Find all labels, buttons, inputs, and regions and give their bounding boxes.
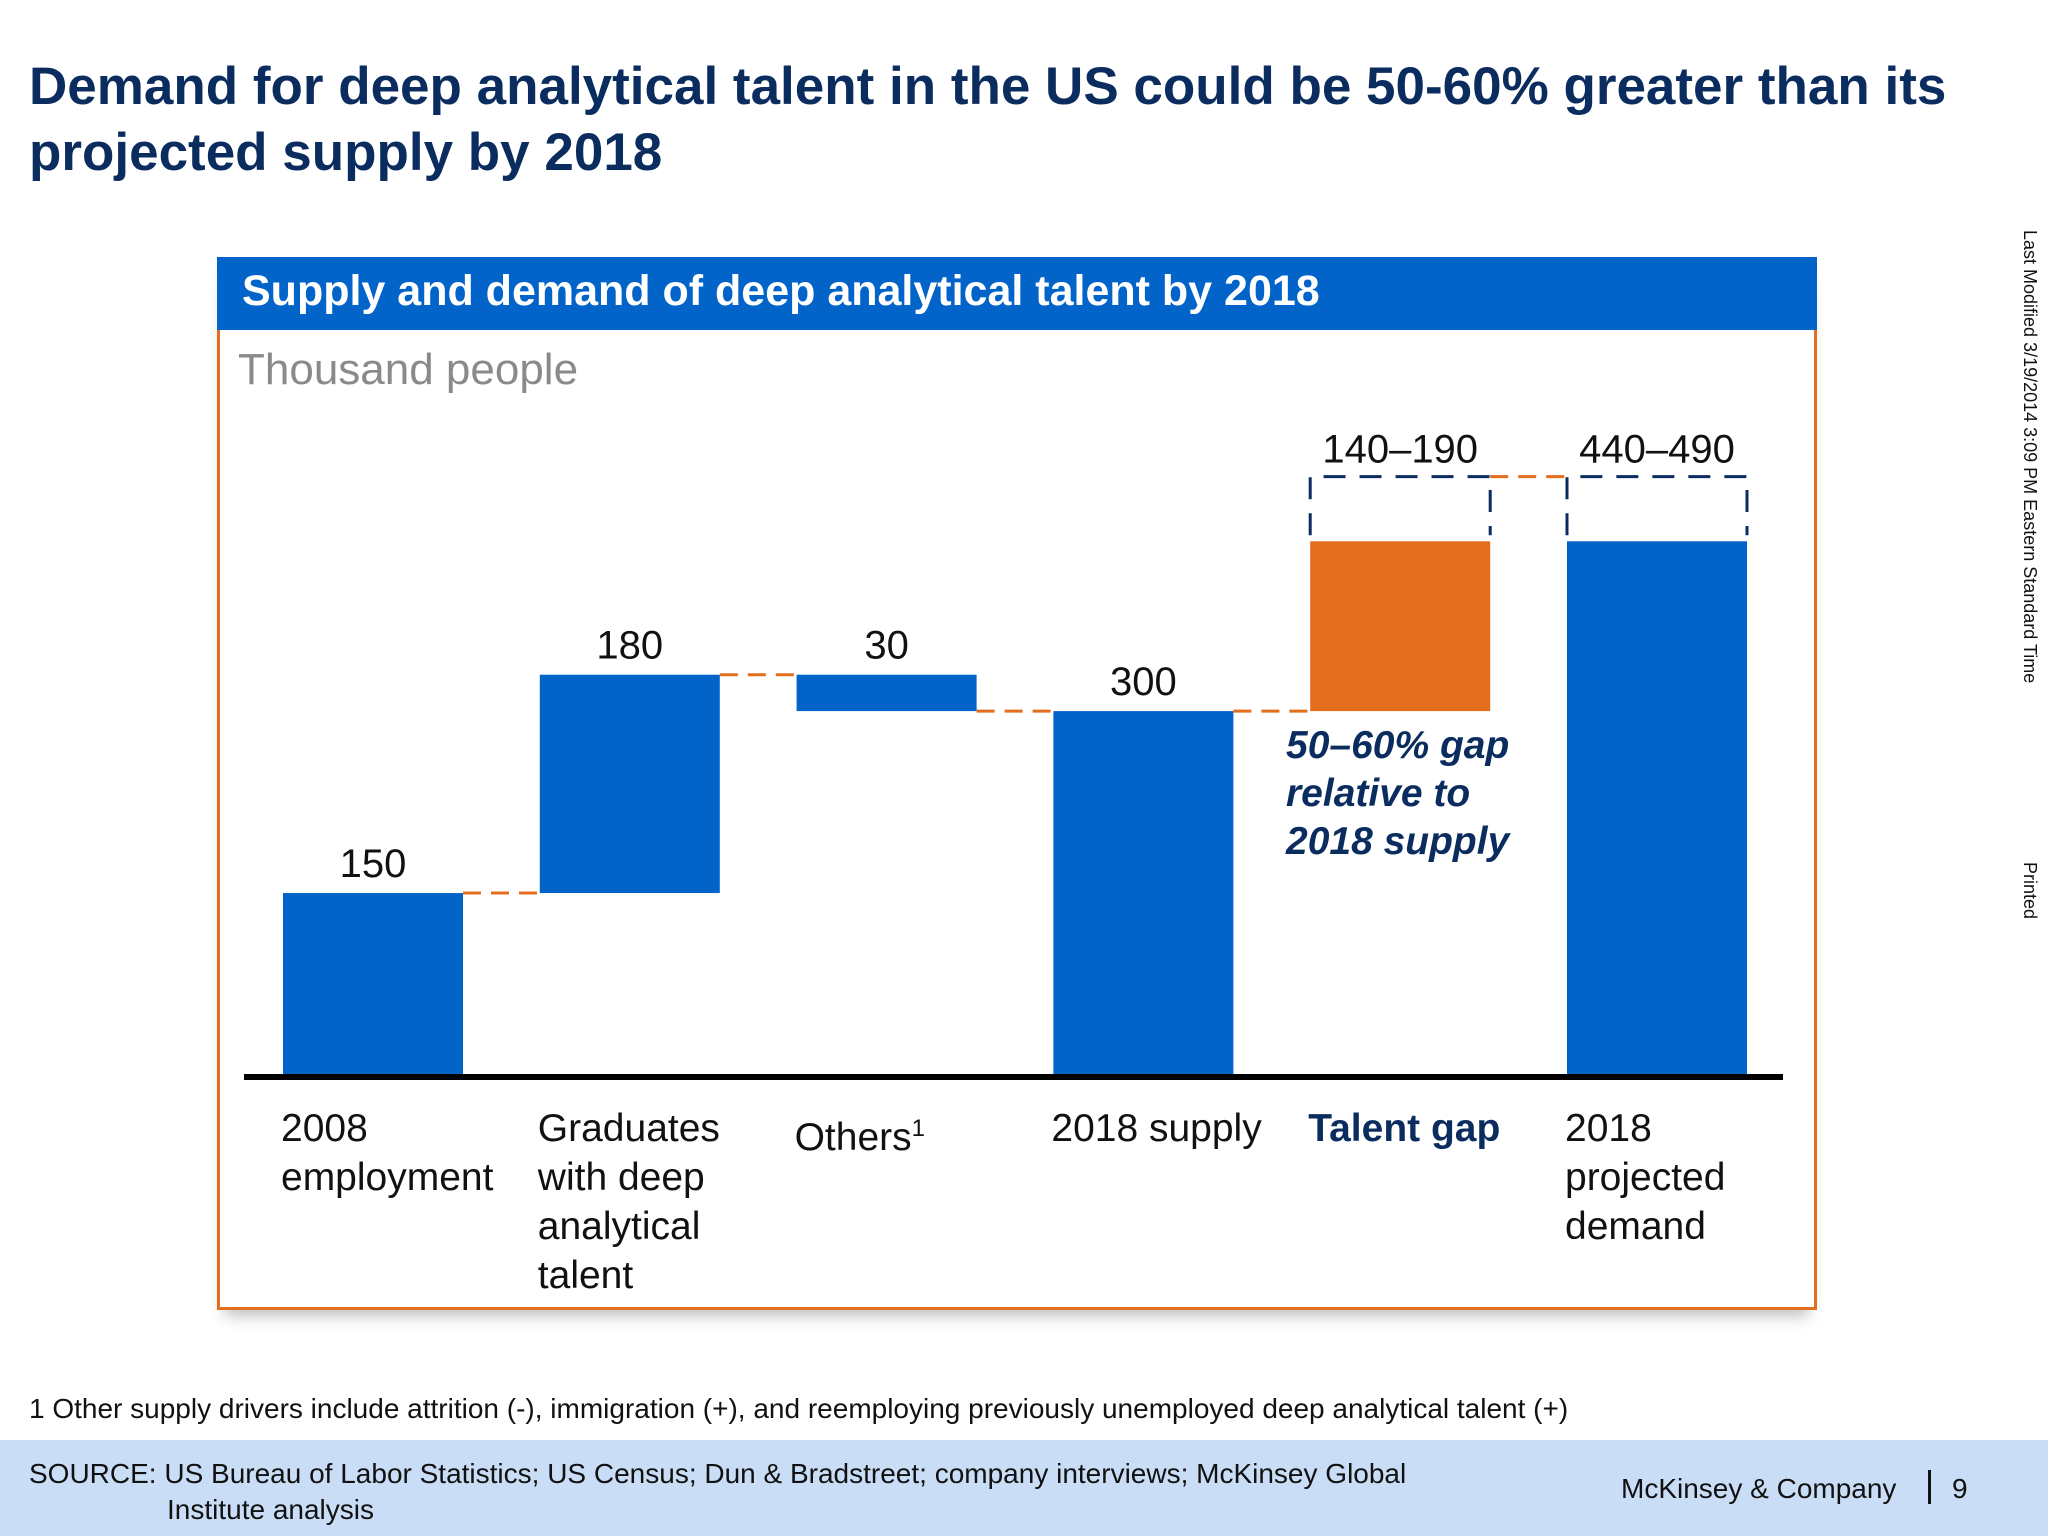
category-label-line: Graduates: [537, 1107, 720, 1150]
gap-annotation: 50–60% gap relative to 2018 supply: [1286, 722, 1509, 866]
chart-header-band: [217, 257, 1817, 330]
category-label-line: demand: [1565, 1205, 1706, 1248]
value-label-4: 140–190: [1322, 428, 1478, 472]
footnote-marker: 1: [911, 1115, 925, 1142]
category-label-line: with deep: [537, 1156, 705, 1199]
gap-annotation-line: relative to: [1286, 772, 1471, 815]
category-label-line: analytical: [537, 1205, 701, 1248]
value-label-2: 30: [864, 624, 909, 668]
category-label: Talent gap: [1308, 1104, 1500, 1153]
gap-annotation-line: 50–60% gap: [1286, 724, 1510, 767]
category-label-line: Talent gap: [1308, 1107, 1501, 1150]
category-label: Others1: [795, 1104, 925, 1162]
value-label-0: 150: [340, 842, 407, 886]
brand-name: McKinsey & Company: [1621, 1473, 1897, 1504]
footnote: 1 Other supply drivers include attrition…: [29, 1393, 1569, 1424]
bar-4: [1310, 541, 1491, 712]
units-label: Thousand people: [238, 345, 579, 394]
chart-panel: [217, 257, 1817, 1310]
bar-0: [283, 893, 463, 1075]
footer-separator: [1928, 1470, 1931, 1504]
bar-2: [796, 674, 977, 712]
value-label-1: 180: [596, 624, 663, 668]
value-label-5: 440–490: [1579, 428, 1735, 472]
footer-band: [0, 1440, 2048, 1536]
range-bracket-5: [1565, 475, 1749, 536]
category-label-line: projected: [1565, 1156, 1726, 1199]
source-line-1: SOURCE: US Bureau of Labor Statistics; U…: [29, 1458, 1407, 1489]
source-note: SOURCE: US Bureau of Labor Statistics; U…: [29, 1456, 1406, 1528]
value-label-3: 300: [1110, 660, 1177, 704]
bar-5: [1567, 541, 1747, 1075]
gap-annotation-line: 2018 supply: [1286, 820, 1510, 863]
category-label-line: 2018 supply: [1051, 1107, 1262, 1150]
category-label: 2008 employment: [281, 1104, 493, 1202]
page-number: 9: [1952, 1473, 1968, 1504]
bar-1: [539, 674, 720, 894]
category-label-line: 2008: [281, 1107, 368, 1150]
category-label: Graduates with deep analytical talent: [538, 1104, 720, 1300]
page-title: Demand for deep analytical talent in the…: [29, 57, 1947, 182]
category-label-line: talent: [537, 1254, 634, 1297]
chart-title: Supply and demand of deep analytical tal…: [242, 267, 1320, 315]
range-bracket-4: [1308, 475, 1492, 536]
bar-3: [1053, 711, 1234, 1075]
category-label: 2018 supply: [1051, 1104, 1261, 1153]
category-label: 2018 projected demand: [1565, 1104, 1725, 1251]
category-label-line: Others1: [794, 1115, 925, 1159]
source-line-2: Institute analysis: [167, 1494, 374, 1525]
category-label-line: employment: [281, 1156, 494, 1199]
category-label-line: 2018: [1565, 1107, 1652, 1150]
